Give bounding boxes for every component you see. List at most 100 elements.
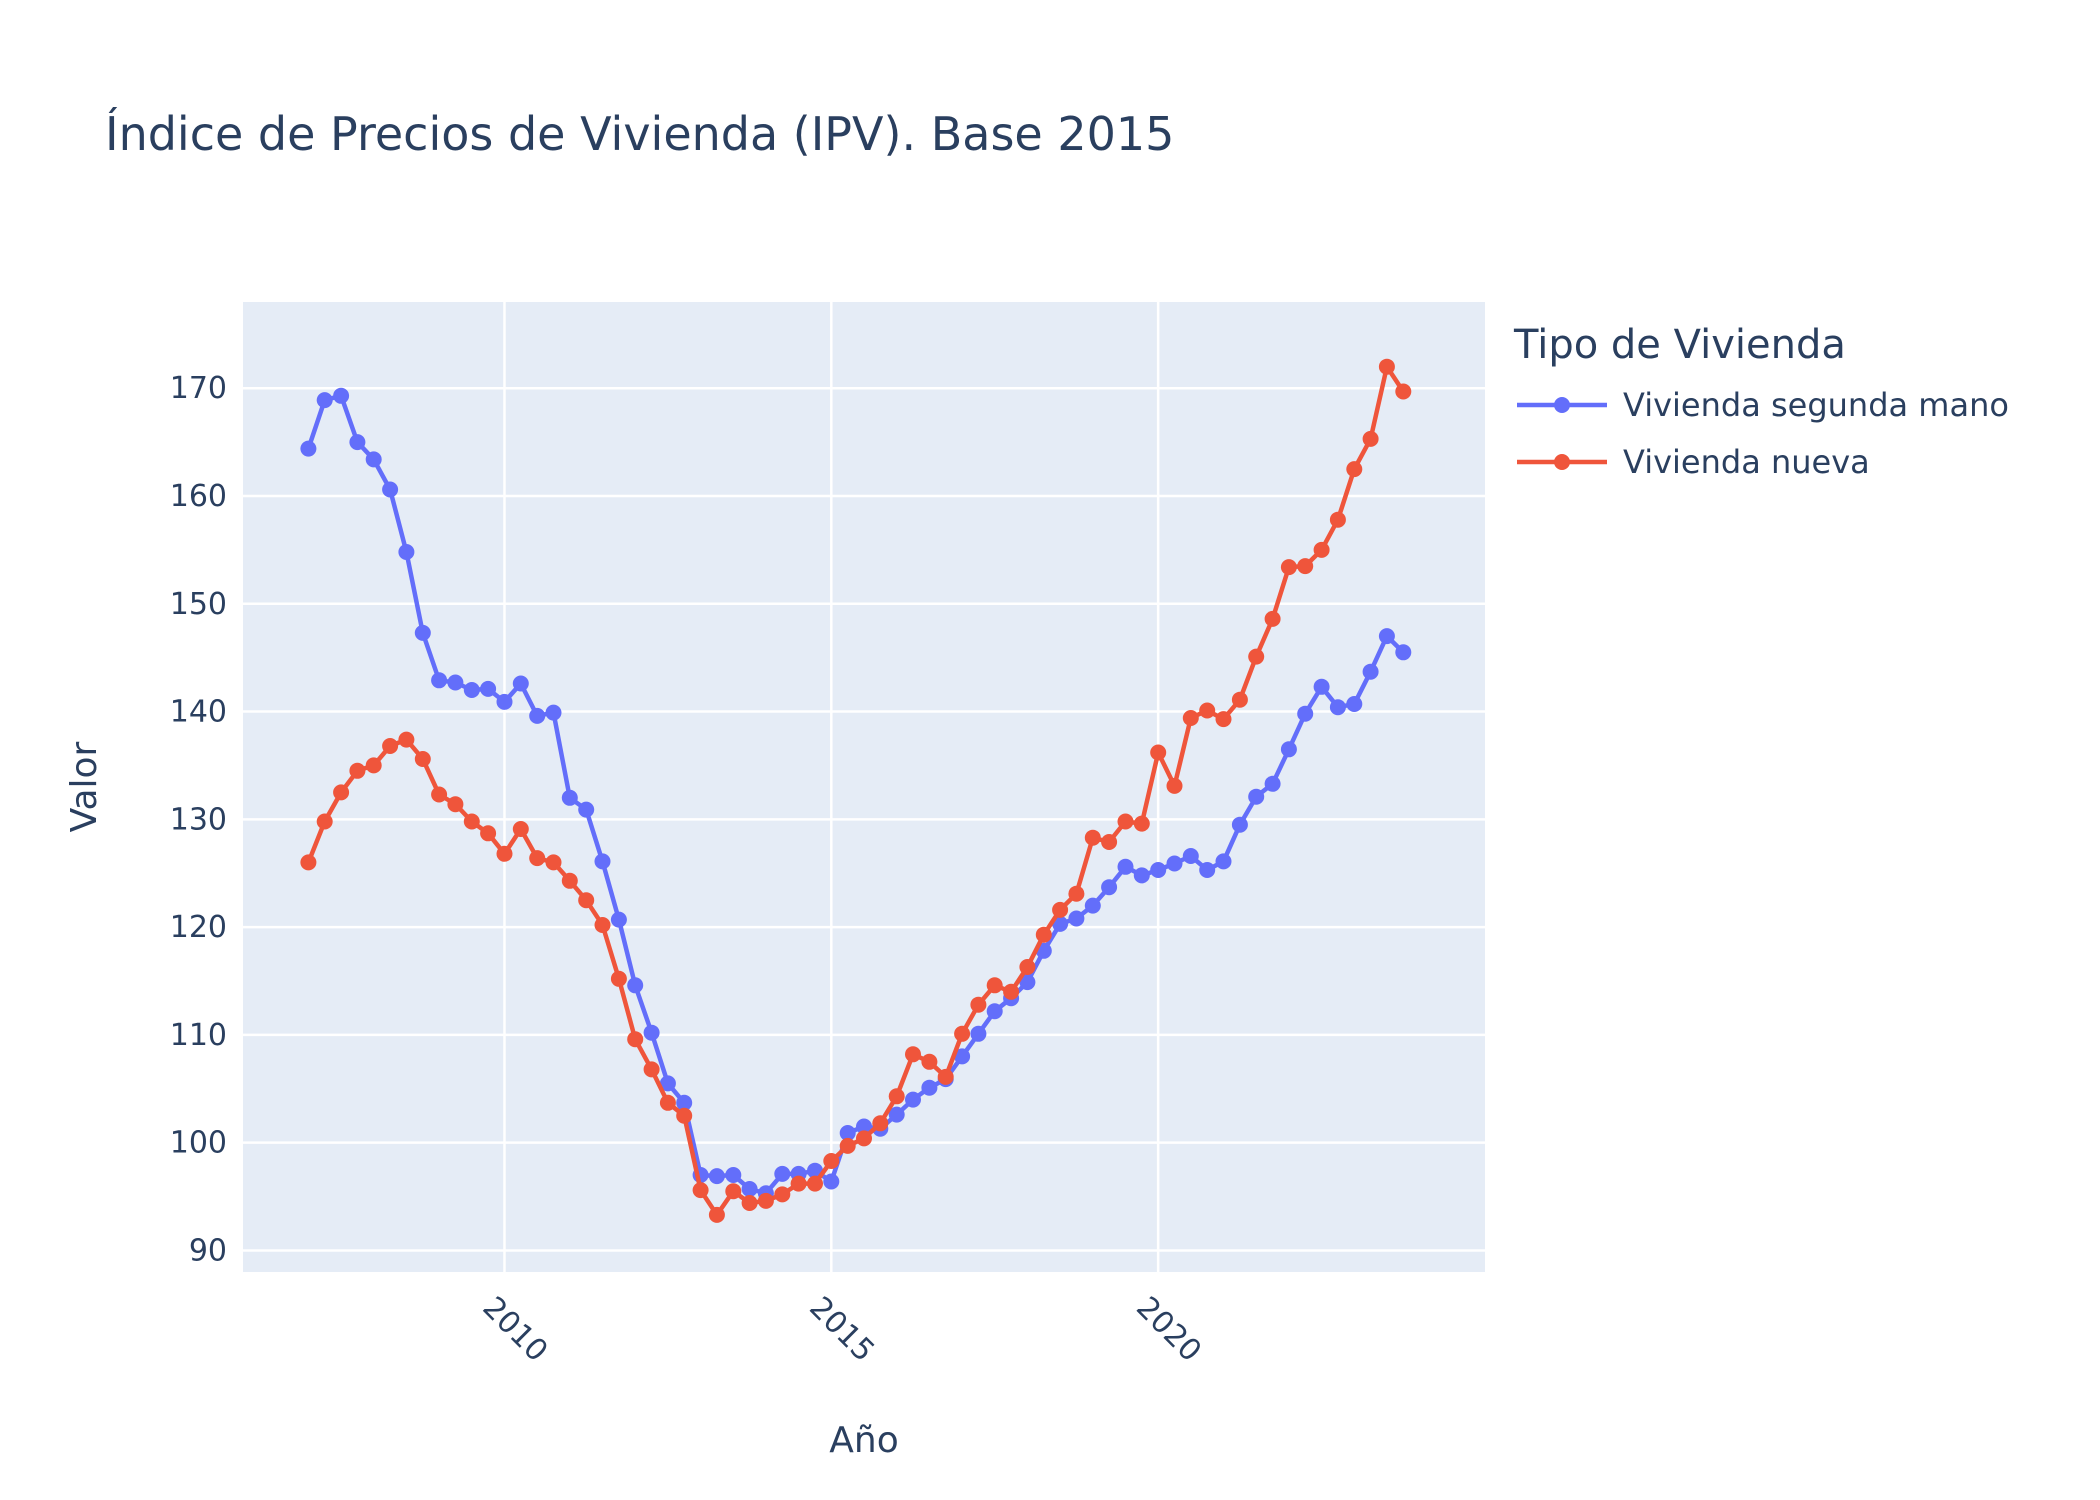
data-point	[1101, 879, 1118, 896]
data-point	[1329, 699, 1346, 716]
data-point	[807, 1175, 823, 1192]
data-point	[1084, 829, 1101, 846]
data-point	[692, 1182, 709, 1199]
data-point	[921, 1053, 938, 1070]
data-point	[1248, 788, 1265, 805]
data-point	[610, 911, 627, 928]
data-point	[1378, 358, 1395, 375]
data-point	[643, 1024, 660, 1041]
data-point	[741, 1195, 758, 1211]
data-point	[888, 1088, 905, 1105]
x-axis-title: Año	[829, 1420, 898, 1461]
data-point	[1166, 855, 1183, 872]
data-point	[1133, 867, 1150, 884]
data-point	[986, 977, 1003, 994]
data-point	[839, 1137, 856, 1154]
data-point	[300, 440, 317, 457]
data-point	[1182, 710, 1199, 726]
data-point	[1068, 910, 1085, 927]
data-point	[1231, 691, 1248, 708]
data-point	[512, 821, 529, 837]
y-tick-label: 150	[170, 587, 227, 622]
data-point	[1346, 461, 1363, 478]
data-point	[496, 693, 513, 710]
y-tick-label: 140	[170, 695, 227, 730]
data-point	[447, 674, 464, 691]
data-point	[431, 672, 448, 689]
y-tick-label: 120	[170, 910, 227, 945]
data-point	[676, 1107, 693, 1124]
x-tick-label: 2010	[476, 1290, 555, 1369]
data-point	[905, 1091, 921, 1108]
data-point	[823, 1153, 840, 1169]
data-point	[1052, 901, 1069, 918]
data-point	[659, 1094, 676, 1111]
series-vivienda-nueva	[300, 358, 1412, 1223]
data-point	[1215, 853, 1232, 870]
data-point	[1166, 777, 1183, 794]
chart-title: Índice de Precios de Vivienda (IPV). Bas…	[105, 107, 1174, 161]
data-point	[414, 624, 431, 641]
data-point	[480, 680, 497, 697]
data-point	[856, 1118, 872, 1135]
data-point	[856, 1130, 872, 1147]
data-point	[1395, 644, 1412, 661]
data-point	[659, 1075, 676, 1092]
data-point	[578, 801, 595, 818]
legend: Tipo de Vivienda Vivienda segunda manoVi…	[1513, 322, 2009, 481]
y-tick-labels: 90 100 110 120 130 140 150 160 170	[170, 371, 227, 1268]
data-point	[463, 813, 480, 830]
data-point	[1035, 926, 1052, 943]
data-point	[986, 1003, 1003, 1020]
data-point	[561, 789, 578, 806]
data-point	[823, 1173, 840, 1190]
y-axis-title: Valor	[64, 741, 105, 832]
data-point	[1329, 511, 1346, 528]
data-point	[1280, 741, 1297, 758]
data-point	[398, 731, 415, 748]
data-point	[757, 1192, 774, 1209]
data-point	[708, 1168, 725, 1185]
x-tick-label: 2020	[1129, 1290, 1208, 1369]
data-point	[529, 850, 546, 867]
legend-swatch-marker	[1554, 454, 1570, 470]
data-point	[970, 996, 987, 1013]
data-point	[300, 854, 317, 871]
data-point	[1019, 959, 1036, 975]
data-point	[382, 481, 399, 498]
data-point	[382, 738, 399, 754]
data-point	[954, 1048, 971, 1065]
data-point	[316, 813, 333, 830]
data-point	[610, 970, 627, 987]
data-point	[1117, 858, 1134, 875]
data-point	[790, 1175, 807, 1192]
x-tick-label: 2015	[802, 1290, 881, 1369]
data-point	[545, 854, 562, 871]
data-point	[496, 845, 513, 862]
data-point	[1297, 558, 1314, 575]
data-point	[463, 682, 480, 698]
legend-item[interactable]: Vivienda segunda mano	[1517, 386, 2009, 424]
y-tick-label: 170	[170, 371, 227, 406]
data-point	[725, 1167, 742, 1183]
data-point	[839, 1125, 856, 1141]
data-point	[1346, 696, 1363, 712]
legend-item[interactable]: Vivienda nueva	[1517, 443, 1870, 481]
data-point	[561, 872, 578, 889]
data-point	[1150, 744, 1167, 761]
data-point	[1117, 813, 1134, 830]
data-point	[1395, 383, 1412, 400]
data-point	[398, 544, 415, 560]
data-point	[872, 1115, 889, 1132]
data-point	[431, 786, 448, 803]
data-point	[888, 1106, 905, 1123]
data-point	[1297, 705, 1314, 722]
y-tick-label: 90	[189, 1233, 227, 1268]
data-point	[529, 707, 546, 724]
data-point	[1313, 541, 1330, 558]
data-point	[1199, 862, 1216, 878]
data-point	[1101, 834, 1118, 850]
data-point	[643, 1061, 660, 1078]
data-point	[1362, 663, 1379, 680]
